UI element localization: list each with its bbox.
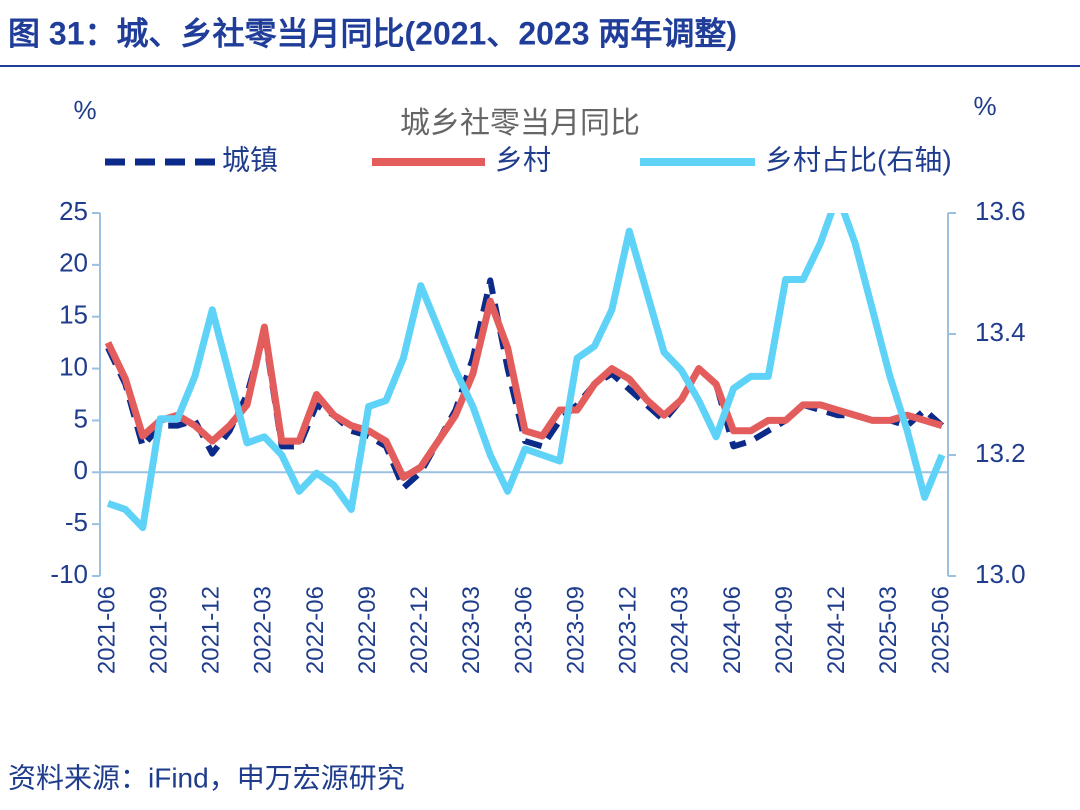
- source: 资料来源：iFind，申万宏源研究: [8, 762, 405, 793]
- x-tick-label: 2021-06: [93, 586, 120, 674]
- x-tick-label: 2023-06: [510, 586, 537, 674]
- x-tick-label: 2024-12: [823, 586, 850, 674]
- y-unit: %: [73, 95, 96, 125]
- x-tick-label: 2022-03: [250, 586, 277, 674]
- y2-unit: %: [973, 91, 996, 121]
- x-tick-label: 2021-09: [145, 586, 172, 674]
- y-tick-label: 5: [74, 403, 88, 433]
- x-tick-label: 2024-03: [667, 586, 694, 674]
- x-tick-label: 2023-09: [562, 586, 589, 674]
- x-tick-label: 2025-03: [875, 586, 902, 674]
- series-line: [106, 213, 946, 532]
- y-tick-label: 20: [59, 248, 88, 278]
- x-tick-label: 2022-09: [354, 586, 381, 674]
- plot-area: [104, 213, 946, 532]
- y-tick-label: -5: [65, 507, 88, 537]
- y-tick-label: -10: [50, 559, 88, 589]
- y2-tick-label: 13.6: [975, 196, 1026, 226]
- x-tick-label: 2025-06: [927, 586, 954, 674]
- y-tick-label: 10: [59, 351, 88, 381]
- y-tick-label: 15: [59, 300, 88, 330]
- x-tick-label: 2022-12: [406, 586, 433, 674]
- x-tick-label: 2023-03: [458, 586, 485, 674]
- x-tick-label: 2024-09: [771, 586, 798, 674]
- legend-label: 乡村占比(右轴): [765, 144, 952, 175]
- y2-tick-label: 13.0: [975, 559, 1026, 589]
- chart-title: 城乡社零当月同比: [400, 107, 640, 140]
- x-tick-label: 2023-12: [615, 586, 642, 674]
- y-tick-label: 0: [74, 455, 88, 485]
- x-tick-label: 2022-06: [302, 586, 329, 674]
- y2-tick-label: 13.2: [975, 438, 1026, 468]
- figure-title: 图 31：城、乡社零当月同比(2021、2023 两年调整): [8, 15, 737, 51]
- x-tick-label: 2021-12: [198, 586, 225, 674]
- series-line: [104, 297, 944, 481]
- x-tick-label: 2024-06: [719, 586, 746, 674]
- y-tick-label: 25: [59, 196, 88, 226]
- legend-label: 城镇: [222, 144, 278, 175]
- y2-tick-label: 13.4: [975, 317, 1026, 347]
- legend-label: 乡村: [495, 144, 551, 175]
